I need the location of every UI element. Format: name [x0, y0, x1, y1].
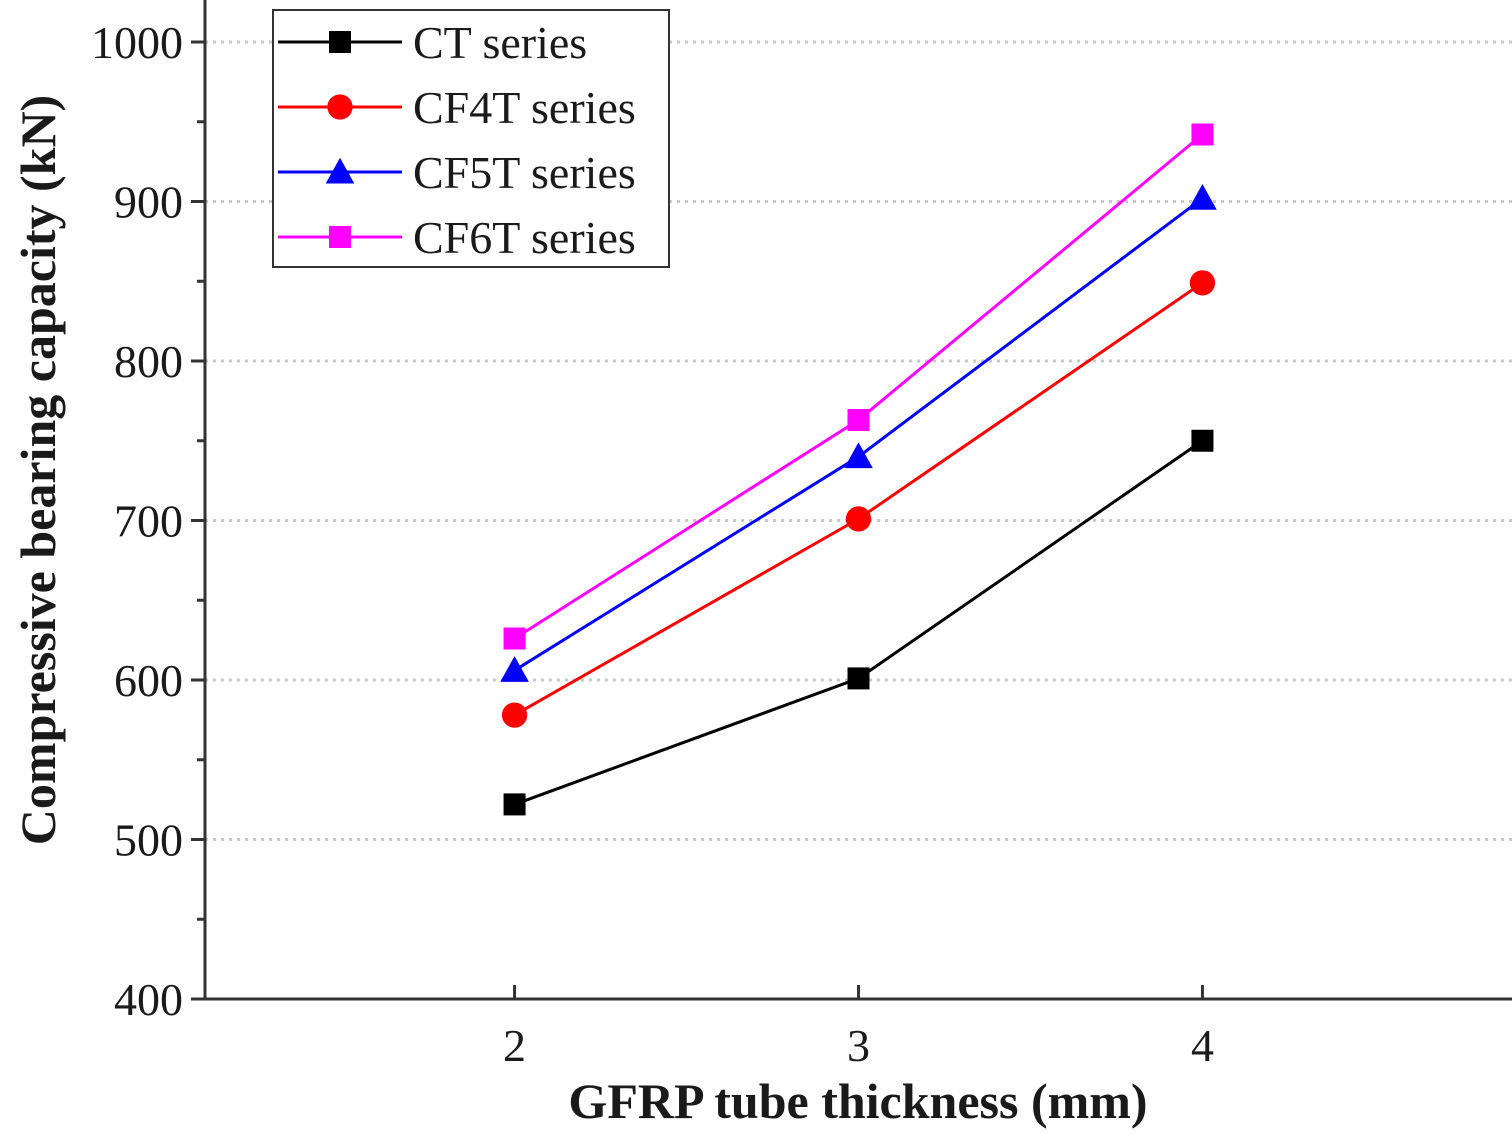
x-ticks: 2 3 4 — [503, 985, 1214, 1071]
y-ticks: 400 500 600 700 800 900 1000 — [91, 17, 205, 1025]
data-point — [503, 793, 526, 816]
y-tick-label: 400 — [114, 974, 183, 1025]
legend-label: CF6T series — [413, 212, 636, 263]
y-tick-label: 800 — [114, 336, 183, 387]
data-point — [844, 442, 873, 469]
y-tick-label: 1000 — [91, 17, 183, 68]
legend-label: CF5T series — [413, 147, 636, 198]
legend-item: CT series — [278, 17, 587, 68]
series-cf6t-series — [503, 123, 1214, 650]
series-cf4t-series — [501, 270, 1216, 728]
data-point — [503, 627, 526, 650]
x-tick-label: 2 — [503, 1020, 526, 1071]
data-point — [327, 94, 353, 120]
data-point — [1191, 429, 1214, 452]
y-tick-label: 600 — [114, 655, 183, 706]
x-tick-label: 4 — [1191, 1020, 1214, 1071]
y-tick-label: 500 — [114, 815, 183, 866]
data-point — [1188, 184, 1217, 210]
legend-label: CF4T series — [413, 82, 636, 133]
x-tick-label: 3 — [847, 1020, 870, 1071]
series-line — [513, 197, 1204, 672]
series-ct-series — [503, 429, 1214, 816]
data-point — [501, 702, 528, 728]
data-point — [1191, 123, 1214, 146]
legend: CT series CF4T series CF5T series CF6T seri… — [272, 9, 670, 268]
y-tick-label: 900 — [114, 177, 183, 228]
legend-item: CF6T series — [278, 212, 636, 263]
data-point — [847, 667, 870, 690]
data-point — [1189, 270, 1216, 296]
legend-item: CF4T series — [278, 82, 636, 133]
series-line — [514, 439, 1204, 806]
data-point — [329, 31, 351, 53]
series-cf5t-series — [500, 184, 1217, 682]
series-line — [513, 281, 1204, 717]
series-group — [500, 123, 1217, 816]
legend-item: CF5T series — [278, 147, 636, 198]
data-point — [845, 506, 872, 532]
data-point — [500, 656, 529, 682]
legend-label: CT series — [413, 17, 587, 68]
data-point — [847, 409, 870, 432]
y-axis-title: Compressive bearing capacity (kN) — [10, 95, 66, 845]
data-point — [329, 226, 351, 248]
x-axis-title: GFRP tube thickness (mm) — [568, 1073, 1147, 1129]
data-point — [325, 157, 355, 184]
y-tick-label: 700 — [114, 496, 183, 547]
